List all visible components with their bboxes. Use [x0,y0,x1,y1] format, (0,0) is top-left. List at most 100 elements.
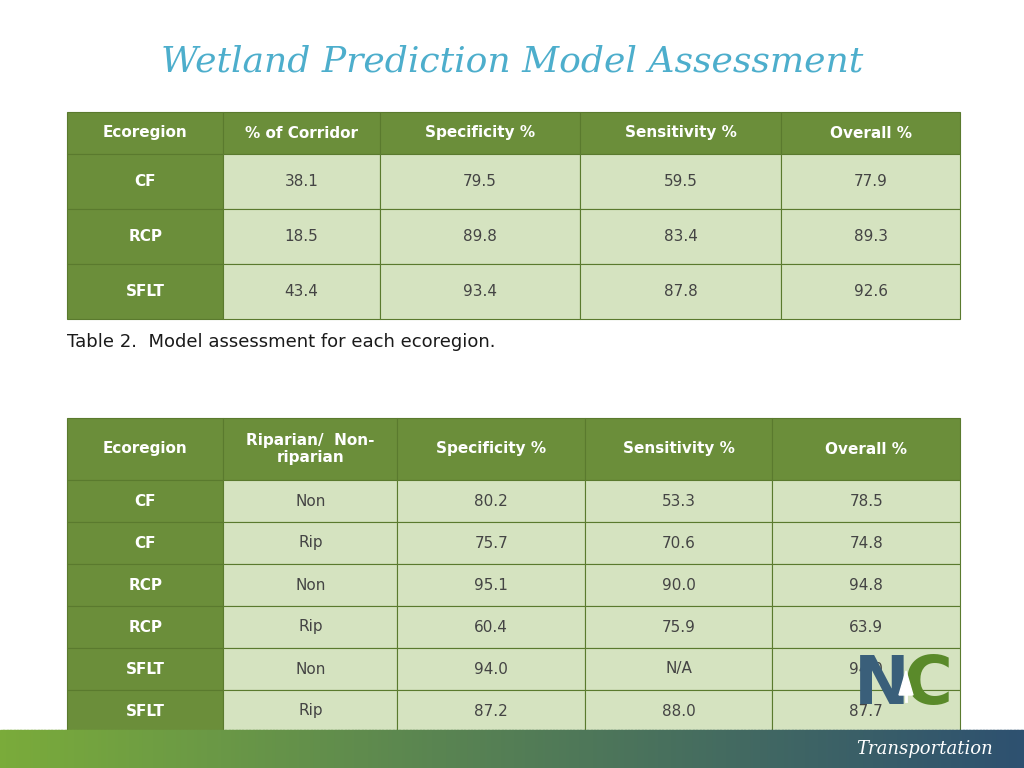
Bar [294,730,298,768]
Bar [223,154,380,209]
Text: 94.0: 94.0 [474,661,508,677]
Bar [570,730,574,768]
Bar [585,606,772,648]
Bar [372,730,377,768]
Bar [703,730,708,768]
Bar [707,730,711,768]
Text: 78.5: 78.5 [849,494,883,508]
Bar [223,112,380,154]
Bar [932,730,936,768]
Bar [380,154,581,209]
Bar [341,730,346,768]
Bar [720,730,725,768]
Bar [676,730,680,768]
Bar [772,480,959,522]
Bar [140,730,144,768]
Text: % of Corridor: % of Corridor [245,125,358,141]
Bar [919,730,923,768]
Text: 87.8: 87.8 [664,284,697,299]
Bar [772,522,959,564]
Text: 95.1: 95.1 [474,578,508,592]
Bar [585,690,772,732]
Bar [870,730,874,768]
Bar [85,730,90,768]
Text: 93.4: 93.4 [463,284,497,299]
Bar [317,730,322,768]
Bar [397,648,585,690]
Bar [120,730,124,768]
Bar [92,730,96,768]
Bar [522,730,526,768]
Bar [914,730,920,768]
Bar [857,730,861,768]
Bar [58,730,62,768]
Bar [512,730,516,768]
Bar [310,730,315,768]
Bar [34,730,39,768]
Bar [89,730,93,768]
Bar [837,730,841,768]
Bar [673,730,677,768]
Text: 92.6: 92.6 [854,284,888,299]
Bar [546,730,551,768]
Text: Ecoregion: Ecoregion [102,125,187,141]
Bar [65,730,70,768]
Bar [758,730,762,768]
Bar [581,209,781,264]
Bar [397,418,585,480]
Bar [471,730,475,768]
Bar [563,730,567,768]
Text: Ecoregion: Ecoregion [102,442,187,456]
Text: Non: Non [295,494,326,508]
Bar [154,730,158,768]
Bar [397,606,585,648]
Text: 94.0: 94.0 [849,661,883,677]
Bar [581,112,781,154]
Bar [840,730,844,768]
Bar [1021,730,1024,768]
Bar [939,730,943,768]
Text: Overall %: Overall % [825,442,907,456]
Bar [458,730,462,768]
Bar [751,730,756,768]
Bar [529,730,534,768]
Bar [594,730,598,768]
Bar [167,730,172,768]
Bar [785,730,790,768]
Text: 70.6: 70.6 [662,535,695,551]
Bar [443,730,449,768]
Bar [67,564,223,606]
Bar [683,730,687,768]
Bar [959,730,964,768]
Bar [737,730,741,768]
Bar [505,730,510,768]
Bar [768,730,772,768]
Bar [20,730,25,768]
Bar [581,154,781,209]
Bar [99,730,103,768]
Bar [488,730,493,768]
Text: N/A: N/A [666,661,692,677]
Text: RCP: RCP [128,578,162,592]
Bar [628,730,633,768]
Bar [581,264,781,319]
Bar [430,730,434,768]
Bar [276,730,281,768]
Bar [236,730,240,768]
Bar [949,730,953,768]
Text: Sensitivity %: Sensitivity % [625,125,737,141]
Bar [361,730,367,768]
Bar [198,730,203,768]
Bar [325,730,329,768]
Bar [202,730,206,768]
Bar [3,730,8,768]
Bar [585,564,772,606]
Bar [79,730,83,768]
Bar [1007,730,1012,768]
Text: 90.0: 90.0 [662,578,695,592]
Text: Transportation: Transportation [856,740,993,758]
Bar [755,730,759,768]
Bar [474,730,479,768]
Bar [331,730,336,768]
Bar [898,730,902,768]
